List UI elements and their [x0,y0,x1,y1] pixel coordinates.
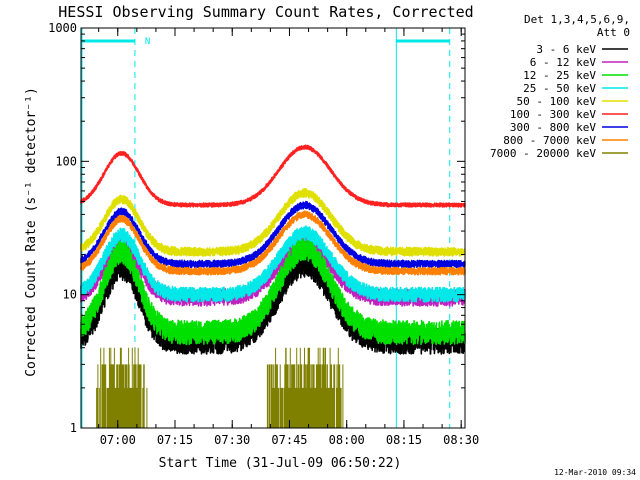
x-axis-label: Start Time (31-Jul-09 06:50:22) [159,456,402,471]
series-trace-5 [80,144,466,208]
legend-entry-label: 50 - 100 keV [517,95,597,108]
legend-entry-label: 3 - 6 keV [536,43,596,56]
legend-entry-label: 100 - 300 keV [510,108,596,121]
x-tick-label: 07:15 [157,433,193,447]
plot-area: N [80,28,466,428]
series-line [80,144,466,208]
y-axis-label: Corrected Count Rate (s⁻¹ detector⁻¹) [24,87,39,377]
series-trace-2 [80,236,466,346]
x-tick-label: 07:30 [214,433,250,447]
chart-title: HESSI Observing Summary Count Rates, Cor… [58,3,473,21]
x-tick-label: 08:15 [386,433,422,447]
axes: 1 10 100 1000 07:00 07:15 07:30 07:45 08:00 08:15… [48,21,479,447]
series-line [80,225,466,303]
x-tick-label: 07:00 [100,433,136,447]
legend-header-line-2: Att 0 [597,26,630,39]
legend-entry-label: 25 - 50 keV [523,82,596,95]
plot-frame [80,27,466,429]
series-line [80,236,466,346]
series-line [80,210,466,276]
series-trace-3 [80,225,466,303]
y-tick-label: 1 [70,421,77,435]
legend-header-line-1: Det 1,3,4,5,6,9, [524,13,630,26]
series-trace-8 [96,347,344,428]
footer-timestamp: 12-Mar-2010 09:34 [554,468,636,477]
legend-entry-label: 7000 - 20000 keV [490,147,596,160]
y-tick-label: 100 [55,154,77,168]
legend-entry-label: 300 - 800 keV [510,121,596,134]
legend-entry-label: 800 - 7000 keV [503,134,596,147]
series-line [80,187,466,257]
night-marker-label: N [145,37,150,47]
x-tick-label: 08:30 [443,433,479,447]
series-line [96,347,344,428]
series-line [80,200,466,269]
legend-entry-label: 6 - 12 keV [530,56,597,69]
series-trace-7 [80,210,466,276]
x-tick-label: 08:00 [329,433,365,447]
legend-entry-label: 12 - 25 keV [523,69,596,82]
series-trace-6 [80,200,466,269]
y-tick-label: 10 [63,288,77,302]
y-tick-label: 1000 [48,21,77,35]
series-trace-4 [80,187,466,257]
x-tick-label: 07:45 [271,433,307,447]
